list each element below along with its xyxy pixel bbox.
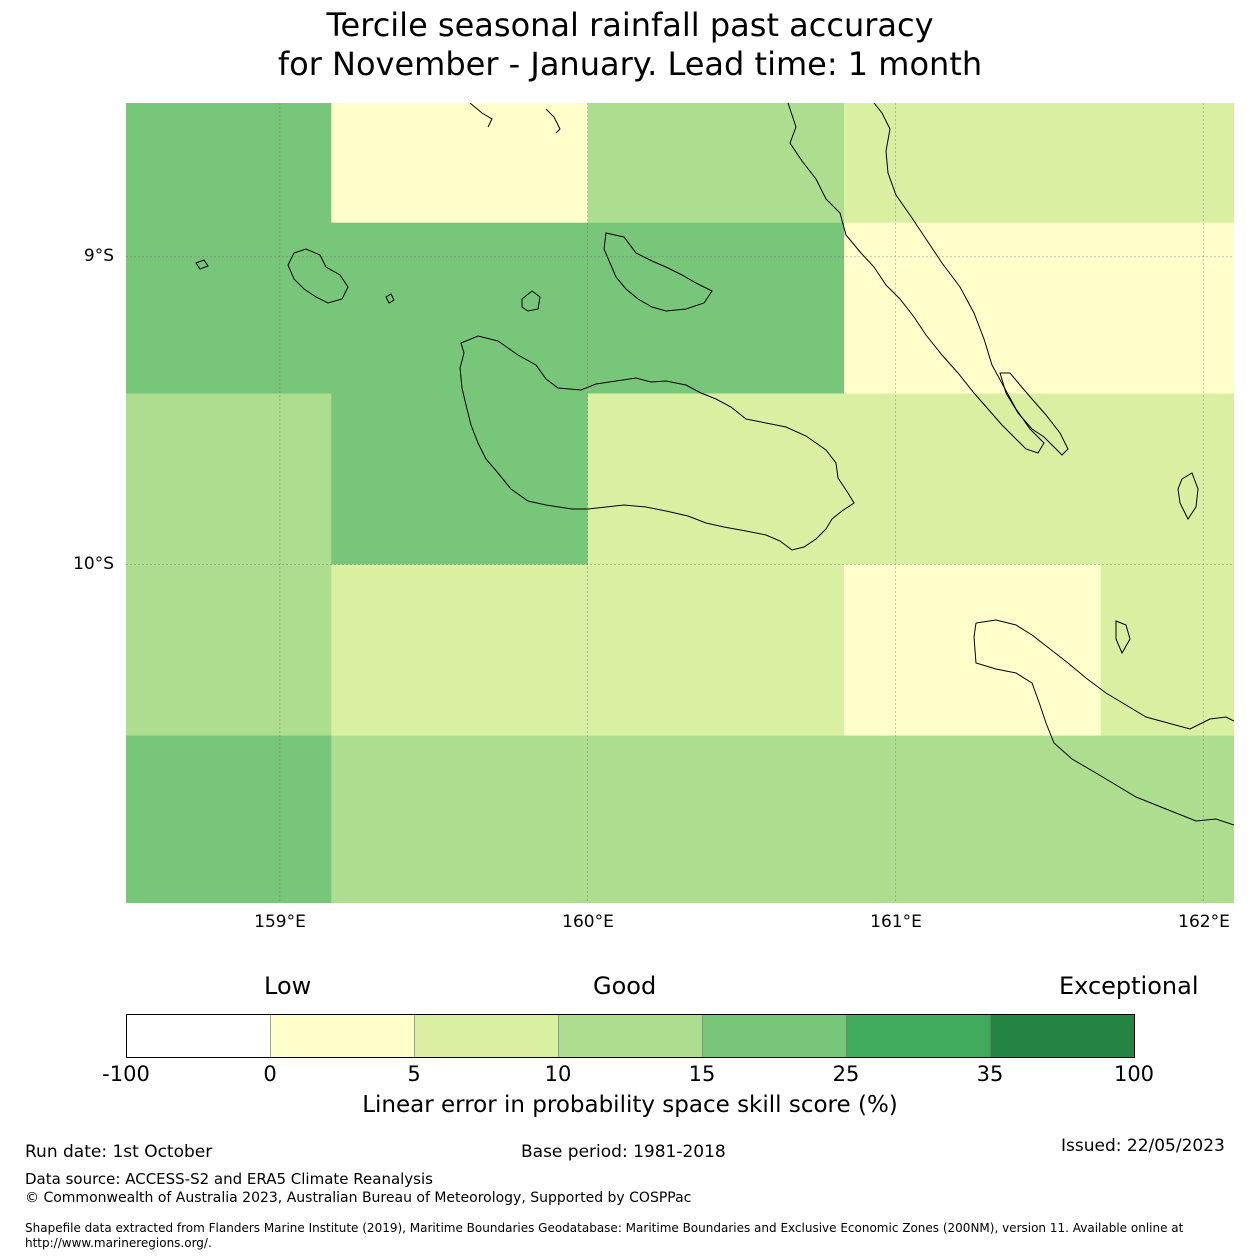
colorbar-label: Linear error in probability space skill … [362, 1092, 898, 1118]
colorbar [126, 1014, 1135, 1058]
lon-label-162e: 162°E [1178, 912, 1230, 932]
shapefile-credit: Shapefile data extracted from Flanders M… [25, 1221, 1184, 1250]
colorbar-bin [270, 1014, 415, 1058]
issued-date: Issued: 22/05/2023 [1061, 1136, 1225, 1156]
grid-cell [331, 393, 589, 566]
colorbar-tick: 10 [544, 1062, 572, 1086]
grid-cell [126, 735, 332, 903]
colorbar-tick: 35 [976, 1062, 1004, 1086]
grid-cell [331, 735, 1234, 903]
colorbar-bin [846, 1014, 991, 1058]
coastline-malaita [787, 103, 1045, 454]
coastline-ngella [603, 232, 713, 312]
colorbar-bin [414, 1014, 559, 1058]
coastline-florida-north [469, 103, 493, 128]
grid-cell [844, 222, 1234, 395]
grid-cell [844, 103, 1234, 224]
grid-cells [126, 103, 1234, 903]
skill-score-map [126, 103, 1234, 903]
grid-cell [126, 393, 332, 566]
colorbar-heading-good: Good [593, 972, 657, 1000]
coastlines [195, 103, 1234, 826]
grid-cell [126, 564, 332, 737]
coastline-makira [975, 619, 1234, 730]
lon-label-159e: 159°E [254, 912, 306, 932]
coastline-russell [287, 248, 349, 304]
colorbar-tick: -100 [102, 1062, 150, 1086]
graticule [126, 103, 1234, 903]
colorbar-tick: 15 [688, 1062, 716, 1086]
coastline-islet-4 [385, 293, 395, 304]
colorbar-heading-low: Low [264, 972, 312, 1000]
colorbar-frame [126, 1014, 1135, 1058]
coastline-makira-west [973, 622, 1234, 826]
colorbar-bin [990, 1014, 1135, 1058]
run-date: Run date: 1st October [25, 1142, 213, 1162]
grid-cell [331, 564, 845, 737]
lon-label-161e: 161°E [870, 912, 922, 932]
coastline-islet-2 [1115, 620, 1131, 655]
base-period: Base period: 1981-2018 [521, 1142, 726, 1162]
grid-cell [126, 222, 332, 395]
grid-cell [587, 103, 845, 224]
lon-label-160e: 160°E [562, 912, 614, 932]
grid-cell [331, 222, 845, 395]
coastline-florida-islet [545, 108, 561, 134]
colorbar-tick: 0 [263, 1062, 277, 1086]
grid-cell [126, 103, 332, 224]
lat-label-10s: 10°S [73, 554, 114, 574]
coastline-malaita-south [999, 372, 1069, 456]
coastline-islet-1 [1177, 472, 1199, 520]
copyright: © Commonwealth of Australia 2023, Austra… [25, 1190, 692, 1206]
colorbar-bin [126, 1014, 271, 1058]
grid-cell [1100, 564, 1234, 737]
colorbar-tick: 5 [407, 1062, 421, 1086]
colorbar-tick: 100 [1113, 1062, 1155, 1086]
grid-cell [331, 103, 589, 224]
grid-cell [587, 393, 1234, 566]
grid-cell [844, 564, 1102, 737]
colorbar-heading-exceptional: Exceptional [1059, 972, 1199, 1000]
colorbar-tick: 25 [832, 1062, 860, 1086]
coastline-guadalcanal [459, 335, 855, 551]
lat-label-9s: 9°S [83, 246, 114, 266]
chart-title-line2: for November - January. Lead time: 1 mon… [277, 45, 983, 83]
coastline-savo [521, 290, 541, 312]
chart-title-line1: Tercile seasonal rainfall past accuracy [326, 6, 934, 44]
colorbar-bin [558, 1014, 703, 1058]
coastline-islet-3 [195, 259, 209, 270]
colorbar-bin [702, 1014, 847, 1058]
data-source: Data source: ACCESS-S2 and ERA5 Climate … [25, 1170, 433, 1188]
